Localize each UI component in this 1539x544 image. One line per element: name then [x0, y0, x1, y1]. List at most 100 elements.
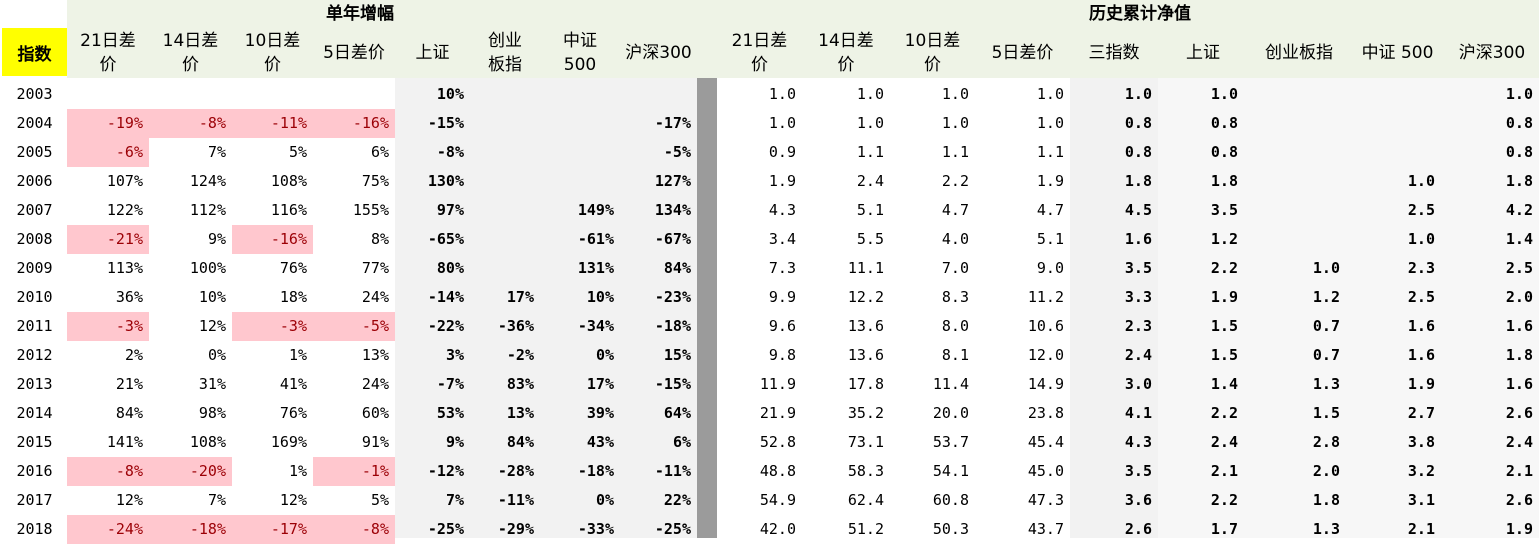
- column-header-3: 5日差价: [323, 43, 385, 63]
- data-cell: -17%: [232, 515, 313, 544]
- data-cell: 41%: [279, 375, 307, 393]
- data-cell: 1.8: [1505, 346, 1533, 364]
- data-cell: [1248, 80, 1350, 109]
- data-cell: 13.6: [847, 317, 884, 335]
- data-cell: [1248, 196, 1350, 225]
- data-cell: 43%: [586, 433, 614, 451]
- data-cell: 80%: [436, 259, 464, 277]
- data-cell: 91%: [361, 433, 389, 451]
- data-cell: 1.8: [1210, 172, 1238, 190]
- column-header-1: 14日差 价: [162, 31, 219, 75]
- data-cell: 2.6: [1505, 491, 1533, 509]
- data-cell: -5%: [313, 312, 395, 341]
- data-cell: 8.1: [941, 346, 969, 364]
- year-cell: 2013: [16, 375, 53, 393]
- year-cell: 2009: [16, 259, 53, 277]
- data-cell: 2.0: [1505, 288, 1533, 306]
- data-cell: 2.6: [1124, 520, 1152, 538]
- data-cell: 9.9: [768, 288, 796, 306]
- cumulative-index-pane: [1158, 78, 1539, 538]
- data-cell: 58.3: [847, 462, 884, 480]
- data-cell: 53%: [436, 404, 464, 422]
- data-cell: 12.2: [847, 288, 884, 306]
- data-cell: -6%: [67, 138, 149, 167]
- data-cell: -8%: [436, 143, 464, 161]
- data-cell: -19%: [67, 109, 149, 138]
- data-cell: -5%: [663, 143, 691, 161]
- table-row: 2007 122% 112% 116% 155% 97% 149% 134% 4.3 5.1 4.7…: [0, 196, 1539, 225]
- data-cell: 54.1: [932, 462, 969, 480]
- data-cell: 77%: [361, 259, 389, 277]
- data-cell: 0.8: [1124, 143, 1152, 161]
- data-cell: 76%: [279, 404, 307, 422]
- data-cell: 1.0: [941, 85, 969, 103]
- data-cell: 1.6: [1505, 375, 1533, 393]
- data-cell: -3%: [67, 312, 149, 341]
- table-row: 2014 84% 98% 76% 60% 53% 13% 39% 64% 21.9 35.2 20.0…: [0, 399, 1539, 428]
- data-cell: -28%: [497, 462, 534, 480]
- data-cell: [67, 80, 149, 109]
- data-cell: 1.0: [768, 85, 796, 103]
- data-cell: -20%: [149, 457, 232, 486]
- table-row: 2008 -21% 9% -16% 8% -65% -61% -67% 3.4 5.5 4.0 5.1…: [0, 225, 1539, 254]
- data-cell: 124%: [189, 172, 226, 190]
- data-cell: 43.7: [1027, 520, 1064, 538]
- data-cell: 84%: [115, 404, 143, 422]
- data-cell: 9%: [445, 433, 464, 451]
- data-cell: 3.4: [768, 230, 796, 248]
- data-cell: -67%: [654, 230, 691, 248]
- data-cell: 2.2: [1210, 259, 1238, 277]
- data-cell: 1.0: [1407, 172, 1435, 190]
- data-cell: 13%: [506, 404, 534, 422]
- data-cell: 2.8: [1312, 433, 1340, 451]
- data-cell: 7.0: [941, 259, 969, 277]
- data-cell: 7.3: [768, 259, 796, 277]
- data-cell: 1.7: [1210, 520, 1238, 538]
- data-cell: 83%: [506, 375, 534, 393]
- data-cell: 7%: [207, 143, 226, 161]
- data-cell: 35.2: [847, 404, 884, 422]
- data-cell: 14.9: [1027, 375, 1064, 393]
- data-cell: -24%: [67, 515, 149, 544]
- data-cell: 2.3: [1124, 317, 1152, 335]
- data-cell: 11.1: [847, 259, 884, 277]
- data-cell: 4.3: [768, 201, 796, 219]
- data-cell: 1.0: [1210, 85, 1238, 103]
- year-cell: 2011: [16, 317, 53, 335]
- data-cell: 1.5: [1210, 346, 1238, 364]
- data-cell: -8%: [67, 457, 149, 486]
- data-cell: -7%: [436, 375, 464, 393]
- data-cell: 1.0: [856, 114, 884, 132]
- table-row: 2018 -24% -18% -17% -8% -25% -29% -33% -25% 42.0 5…: [0, 515, 1539, 544]
- data-cell: [470, 138, 540, 167]
- data-cell: 1.8: [1505, 172, 1533, 190]
- data-cell: 3.2: [1407, 462, 1435, 480]
- data-cell: -11%: [497, 491, 534, 509]
- data-cell: 134%: [654, 201, 691, 219]
- table-row: 2006 107% 124% 108% 75% 130% 127% 1.9 2.4 2.2 1.9 1…: [0, 167, 1539, 196]
- data-cell: 1.5: [1210, 317, 1238, 335]
- year-cell: 2010: [16, 288, 53, 306]
- data-cell: 2.4: [1124, 346, 1152, 364]
- data-cell: 8.0: [941, 317, 969, 335]
- data-cell: 1.0: [1312, 259, 1340, 277]
- data-cell: -8%: [149, 109, 232, 138]
- column-header-6: 中证 500: [563, 31, 597, 75]
- column-header-12: 三指数: [1088, 43, 1140, 63]
- data-cell: 9.6: [768, 317, 796, 335]
- table-row: 2009 113% 100% 76% 77% 80% 131% 84% 7.3 11.1 7.0 9.…: [0, 254, 1539, 283]
- data-cell: 5.1: [1036, 230, 1064, 248]
- column-header-5: 创业 板指: [488, 31, 522, 75]
- data-cell: 98%: [198, 404, 226, 422]
- data-cell: 1.8: [1312, 491, 1340, 509]
- data-cell: 2.1: [1505, 462, 1533, 480]
- data-cell: -1%: [313, 457, 395, 486]
- data-cell: 4.5: [1124, 201, 1152, 219]
- data-cell: 15%: [663, 346, 691, 364]
- data-cell: 0%: [595, 346, 614, 364]
- data-cell: 51.2: [847, 520, 884, 538]
- group-title-cumulative-nav: 历史累计净值: [1089, 4, 1191, 24]
- data-cell: 1.0: [768, 114, 796, 132]
- data-cell: [232, 80, 313, 109]
- year-cell: 2017: [16, 491, 53, 509]
